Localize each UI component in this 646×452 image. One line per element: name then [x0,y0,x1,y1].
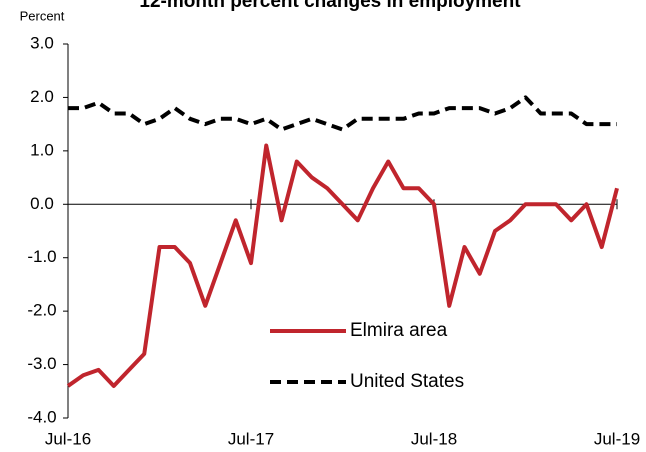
x-tick-label: Jul-17 [228,429,274,448]
y-tick-label: -1.0 [27,247,56,266]
y-axis-label: Percent [20,8,65,23]
y-tick-label: 2.0 [30,87,54,106]
x-tick-label: Jul-19 [594,429,640,448]
legend-label: Elmira area [350,320,448,341]
y-tick-label: 1.0 [30,140,54,159]
y-tick-label: -4.0 [27,407,56,426]
chart-title: 12-month percent changes in employment [139,0,521,12]
y-tick-label: 0.0 [30,194,54,213]
legend-label: United States [350,371,464,392]
line-series [68,95,617,132]
line-series [66,143,619,388]
x-tick-label: Jul-16 [45,429,91,448]
y-tick-label: -2.0 [27,301,56,320]
y-tick-label: 3.0 [30,33,54,52]
y-tick-label: -3.0 [27,354,56,373]
x-tick-label: Jul-18 [411,429,457,448]
